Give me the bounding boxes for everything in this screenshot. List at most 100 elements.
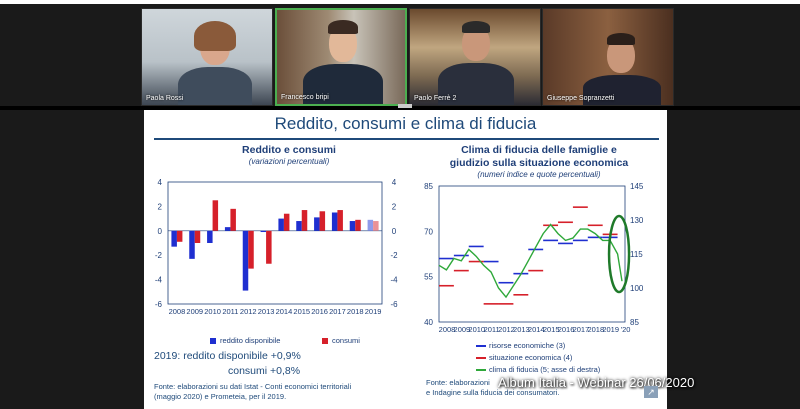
gallery-divider	[0, 106, 800, 110]
x-tick-label: 2016	[558, 325, 575, 334]
bar	[314, 217, 320, 231]
legend-swatch	[476, 345, 486, 348]
bar	[242, 230, 249, 291]
bar	[266, 230, 272, 264]
source-right-line1: Fonte: elaborazioni	[426, 378, 490, 387]
y-tick-label-left: 40	[424, 318, 433, 327]
source-left-line2: (maggio 2020) e Prometeia, per il 2019.	[154, 392, 287, 401]
legend-consumi: consumi	[322, 336, 360, 345]
y-tick-label-left: 70	[424, 227, 433, 236]
y-tick-label-left: 2	[158, 202, 163, 211]
right-chart-subtitle: (numeri indice e quote percentuali)	[477, 170, 601, 179]
legend-label: clima di fiducia (5; asse di destra)	[489, 365, 601, 374]
y-tick-label-right: -4	[390, 276, 398, 285]
x-tick-label: 2013	[258, 307, 275, 316]
left-chart-subtitle: (variazioni percentuali)	[248, 157, 330, 166]
bar	[301, 210, 308, 231]
y-tick-label-right: 130	[630, 216, 644, 225]
x-tick-label: 2015	[543, 325, 560, 334]
title-rule	[154, 138, 659, 140]
participant-tile[interactable]: Giuseppe Sopranzetti	[542, 8, 674, 106]
bar	[189, 230, 195, 259]
x-tick-label: 2016	[311, 307, 328, 316]
bar	[230, 208, 236, 231]
right-chart-title-line2: giudizio sulla situazione economica	[449, 157, 629, 169]
legend-reddito: reddito disponibile	[210, 336, 280, 345]
x-tick-label: 2012	[498, 325, 515, 334]
x-tick-label: 2018	[347, 307, 364, 316]
y-tick-label-left: 85	[424, 182, 433, 191]
confidence-line	[438, 223, 623, 299]
legend-label: reddito disponibile	[220, 336, 281, 345]
y-tick-label-right: 145	[630, 182, 644, 191]
legend-swatch	[476, 357, 486, 360]
bar	[331, 212, 338, 231]
y-tick-label-left: -2	[155, 251, 163, 260]
y-tick-label-right: 0	[392, 227, 397, 236]
participant-body	[583, 75, 661, 105]
participant-gallery: Paola Rossi Francesco bripi Paolo Ferrè …	[0, 4, 800, 106]
x-tick-label: 2019	[602, 325, 619, 334]
left-chart-title: Reddito e consumi	[242, 144, 336, 156]
y-tick-label-right: 100	[630, 284, 644, 293]
y-tick-label-right: 115	[630, 250, 643, 259]
right-chart-title-line1: Clima di fiducia delle famiglie e	[461, 144, 617, 156]
participant-name: Paola Rossi	[146, 95, 184, 102]
bar	[283, 213, 290, 231]
x-tick-label: 2011	[484, 325, 500, 334]
bar	[224, 227, 231, 231]
shared-slide: Reddito, consumi e clima di fiducia Redd…	[144, 110, 667, 409]
bar	[319, 211, 326, 231]
highlight-ellipse	[607, 214, 631, 294]
participant-name: Giuseppe Sopranzetti	[547, 95, 615, 102]
x-tick-label: 2009	[186, 307, 203, 316]
y-tick-label-left: 0	[158, 227, 163, 236]
participant-body	[303, 64, 383, 104]
x-tick-label: '20	[621, 325, 631, 334]
legend-risorse: risorse economiche (3)	[476, 341, 565, 350]
gallery-resize-handle[interactable]	[398, 104, 412, 108]
y-tick-label-right: -6	[390, 300, 398, 309]
y-tick-label-right: -2	[390, 251, 398, 260]
x-tick-label: 2008	[169, 307, 186, 316]
bar	[260, 230, 267, 233]
legend-label: situazione economica (4)	[489, 353, 573, 362]
expand-icon[interactable]: ↗	[644, 386, 658, 398]
source-right-line2: e Indagine sulla fiducia dei consumatori…	[426, 388, 560, 397]
participant-tile-active[interactable]: Francesco bripi	[275, 8, 407, 106]
legend-label: risorse economiche (3)	[489, 341, 566, 350]
y-tick-label-right: 2	[392, 202, 397, 211]
note-reddito: 2019: reddito disponibile +0,9%	[154, 350, 301, 362]
bar	[171, 230, 177, 247]
bar	[176, 230, 183, 242]
bar	[367, 219, 374, 231]
x-tick-label: 2013	[513, 325, 530, 334]
participant-tile[interactable]: Paola Rossi	[141, 8, 273, 106]
x-tick-label: 2019	[365, 307, 382, 316]
x-tick-label: 2011	[222, 307, 238, 316]
participant-tile[interactable]: Paolo Ferrè 2	[409, 8, 541, 106]
bar	[296, 221, 302, 231]
x-tick-label: 2010	[204, 307, 221, 316]
y-tick-label-right: 85	[630, 318, 639, 327]
legend-clima: clima di fiducia (5; asse di destra)	[476, 365, 600, 374]
line-chart: 4055708585100115130145200820092010201120…	[424, 182, 644, 334]
x-tick-label: 2009	[454, 325, 471, 334]
legend-swatch	[210, 338, 216, 345]
bar	[207, 230, 213, 243]
bar	[337, 210, 343, 231]
plot-frame	[167, 181, 383, 305]
x-tick-label: 2010	[468, 325, 485, 334]
bar	[248, 230, 254, 269]
source-left-line1: Fonte: elaborazioni su dati Istat - Cont…	[154, 382, 352, 391]
slide-title: Reddito, consumi e clima di fiducia	[274, 114, 537, 133]
participant-body	[178, 67, 252, 105]
x-tick-label: 2015	[293, 307, 310, 316]
bar	[194, 230, 201, 243]
x-tick-label: 2014	[276, 307, 293, 316]
legend-situazione: situazione economica (4)	[476, 353, 572, 362]
bar	[355, 219, 361, 231]
y-tick-label-left: 4	[158, 178, 163, 187]
legend-swatch	[476, 369, 486, 372]
